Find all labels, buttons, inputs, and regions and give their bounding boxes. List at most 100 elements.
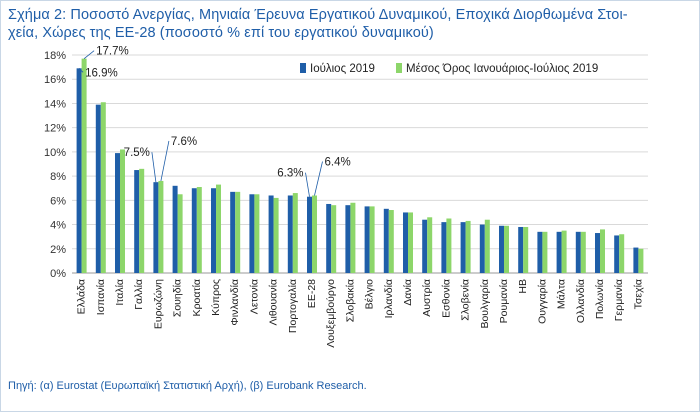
bar xyxy=(446,218,452,273)
x-tick-label: Σλοβακία xyxy=(344,279,356,322)
bar xyxy=(345,205,351,273)
bar xyxy=(268,195,274,273)
legend-label: Μέσος Όρος Ιανουάριος-Ιούλιος 2019 xyxy=(406,63,598,75)
bar xyxy=(479,224,485,273)
bar xyxy=(499,225,504,273)
bar xyxy=(292,193,298,273)
bar xyxy=(441,222,447,273)
bar xyxy=(561,230,567,273)
x-tick-label: ΗΒ xyxy=(517,279,529,294)
bar xyxy=(460,222,466,273)
x-tick-label: Ολλανδία xyxy=(575,279,587,323)
bar xyxy=(211,188,216,273)
annotation-label: 17.7% xyxy=(96,46,129,58)
bar xyxy=(542,231,548,273)
x-tick-label: Λετονία xyxy=(248,279,260,314)
bar xyxy=(556,231,562,273)
bar xyxy=(76,68,82,273)
y-tick-label: 14% xyxy=(44,98,66,110)
bar xyxy=(350,202,356,273)
x-tick-label: Εσθονία xyxy=(440,279,452,318)
bar xyxy=(95,104,101,274)
bar xyxy=(196,187,202,273)
x-tick-label: Ιταλία xyxy=(114,279,126,306)
x-tick-label: Βουλγαρία xyxy=(479,279,491,329)
bar xyxy=(326,203,332,273)
bar xyxy=(287,195,293,273)
bar xyxy=(388,210,394,273)
bar xyxy=(403,212,408,273)
bar xyxy=(153,182,159,273)
bar xyxy=(619,234,625,273)
annotation-label: 6.3% xyxy=(277,168,303,180)
bar xyxy=(523,226,529,273)
annotation-label: 7.5% xyxy=(124,147,150,159)
annotation-label: 7.6% xyxy=(171,136,197,148)
bar xyxy=(115,153,120,273)
x-tick-label: Ουγγαρία xyxy=(536,279,548,324)
x-tick-label: Ευρωζώνη xyxy=(152,279,164,329)
x-tick-label: Δανία xyxy=(402,279,414,306)
bar xyxy=(364,206,370,273)
bar xyxy=(134,170,140,273)
x-tick-label: Βέλγιο xyxy=(364,279,376,310)
x-tick-label: Τσεχία xyxy=(632,279,644,309)
bar xyxy=(312,195,317,273)
x-tick-label: Λιθουανία xyxy=(268,279,280,326)
bar xyxy=(254,194,260,273)
y-tick-label: 10% xyxy=(44,147,66,159)
bar xyxy=(369,206,375,273)
x-tick-label: Ρουμανία xyxy=(498,279,510,323)
y-tick-label: 16% xyxy=(44,74,66,86)
bar xyxy=(518,226,524,273)
bar xyxy=(177,194,183,273)
bar xyxy=(383,208,389,273)
x-tick-label: Ελλάδα xyxy=(76,279,88,314)
x-tick-label: Πορτογαλία xyxy=(287,279,299,333)
x-tick-label: Φινλανδία xyxy=(229,279,241,326)
y-tick-label: 4% xyxy=(50,220,66,232)
bar xyxy=(307,196,312,273)
bar xyxy=(537,231,543,273)
bar xyxy=(216,184,221,273)
annotation-label: 6.4% xyxy=(325,156,351,168)
bar xyxy=(249,194,255,273)
bar xyxy=(595,233,600,273)
x-tick-label: Γερμανία xyxy=(613,279,625,321)
bar xyxy=(614,235,620,273)
legend-swatch xyxy=(396,63,402,73)
annotation-leader xyxy=(151,152,157,183)
chart-title-line-1: Σχήμα 2: Ποσοστό Ανεργίας, Μηνιαία Έρευν… xyxy=(8,7,628,23)
bar xyxy=(408,212,413,273)
x-tick-label: Αυστρία xyxy=(421,279,433,317)
bar xyxy=(120,149,125,273)
bar xyxy=(600,229,605,273)
bar xyxy=(331,205,337,273)
bar xyxy=(580,231,586,273)
source-note: Πηγή: (α) Eurostat (Ευρωπαϊκή Στατιστική… xyxy=(8,380,367,392)
x-tick-label: Γαλλία xyxy=(133,279,145,310)
annotation-leader xyxy=(78,68,84,73)
bar xyxy=(638,248,644,273)
y-tick-label: 18% xyxy=(44,50,66,62)
bar xyxy=(172,185,178,273)
legend-label: Ιούλιος 2019 xyxy=(310,63,375,75)
annotation-leader xyxy=(305,172,310,197)
x-tick-label: Μάλτα xyxy=(556,279,568,309)
x-tick-label: Κροατία xyxy=(191,279,203,316)
x-tick-label: Ιρλανδία xyxy=(383,279,395,318)
bar xyxy=(235,191,241,273)
legend-swatch xyxy=(300,63,306,73)
bar xyxy=(633,247,639,273)
bar xyxy=(575,231,581,273)
bar xyxy=(465,220,471,273)
y-tick-label: 8% xyxy=(50,171,66,183)
bar xyxy=(427,217,433,273)
bar xyxy=(484,219,490,273)
x-tick-label: Πολωνία xyxy=(594,279,606,319)
annotation-leader xyxy=(314,161,323,196)
bar xyxy=(273,197,279,273)
x-tick-label: Ισπανία xyxy=(95,279,107,315)
bar xyxy=(230,191,236,273)
x-tick-label: ΕΕ-28 xyxy=(306,279,318,308)
